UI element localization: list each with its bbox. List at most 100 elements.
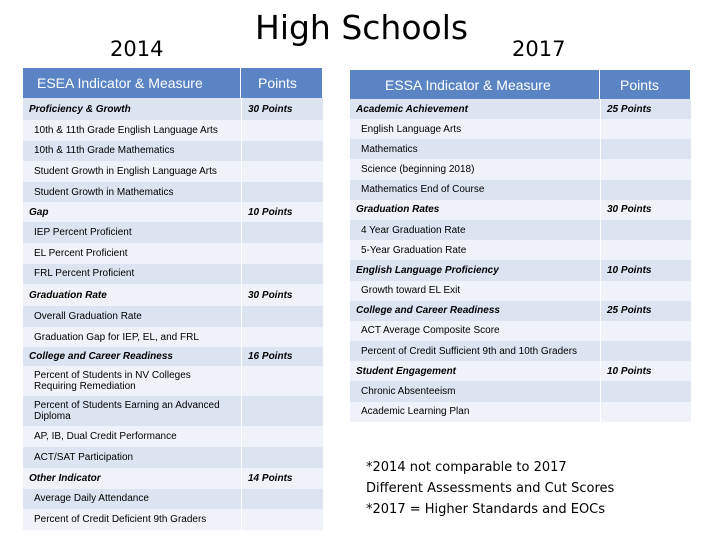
section-row: Gap 10 Points (23, 202, 323, 223)
measure-label: Percent of Students Earning an Advanced … (23, 396, 241, 427)
points-cell (241, 263, 323, 285)
table-row: 10th & 11th Grade English Language Arts (23, 120, 323, 141)
section-label: English Language Proficiency (350, 260, 600, 281)
measure-label: Percent of Credit Sufficient 9th and 10t… (350, 341, 600, 362)
table-row: Percent of Students in NV Colleges Requi… (23, 366, 323, 397)
points-cell (241, 446, 323, 468)
points-cell: 10 Points (600, 361, 691, 382)
note-line: *2014 not comparable to 2017 (366, 460, 567, 475)
measure-label: FRL Percent Proficient (23, 263, 241, 285)
points-cell (600, 320, 691, 342)
measure-label: 10th & 11th Grade English Language Arts (23, 120, 241, 141)
measure-label: ACT/SAT Participation (23, 446, 241, 468)
measure-label: Growth toward EL Exit (350, 280, 600, 301)
table-row: ACT Average Composite Score (350, 320, 691, 342)
points-cell: 14 Points (241, 467, 323, 489)
points-cell (600, 219, 691, 241)
points-cell (600, 119, 691, 140)
table-row: English Language Arts (350, 119, 691, 140)
section-label: Graduation Rates (350, 199, 600, 220)
measure-label: IEP Percent Proficient (23, 222, 241, 243)
points-cell (241, 222, 323, 243)
table-row: Mathematics (350, 139, 691, 160)
table-row: Overall Graduation Rate (23, 306, 323, 327)
table-row: Science (beginning 2018) (350, 159, 691, 180)
section-row: College and Career Readiness 25 Points (350, 300, 691, 321)
header-indicator-measure: ESSA Indicator & Measure (350, 70, 600, 99)
measure-label: ACT Average Composite Score (350, 320, 600, 342)
points-cell (241, 396, 323, 427)
points-cell (241, 161, 323, 182)
points-cell (600, 159, 691, 180)
points-cell (241, 140, 323, 162)
measure-label: AP, IB, Dual Credit Performance (23, 426, 241, 447)
note-line: *2017 = Higher Standards and EOCs (366, 502, 606, 517)
section-label: Proficiency & Growth (23, 98, 241, 120)
table-row: EL Percent Proficient (23, 242, 323, 264)
year-2014-label: 2014 (110, 37, 164, 61)
section-label: College and Career Readiness (23, 347, 241, 367)
header-indicator-measure: ESEA Indicator & Measure (23, 68, 241, 98)
table-row: ACT/SAT Participation (23, 446, 323, 468)
points-cell (241, 181, 323, 203)
table-row: AP, IB, Dual Credit Performance (23, 426, 323, 447)
section-label: Academic Achievement (350, 99, 600, 119)
points-cell: 30 Points (241, 98, 323, 120)
measure-label: 4 Year Graduation Rate (350, 219, 600, 241)
points-cell: 25 Points (600, 99, 691, 119)
measure-label: Mathematics End of Course (350, 179, 600, 200)
measure-label: Overall Graduation Rate (23, 306, 241, 327)
measure-label: 10th & 11th Grade Mathematics (23, 140, 241, 162)
measure-label: Student Growth in English Language Arts (23, 161, 241, 182)
table-row: Student Growth in English Language Arts (23, 161, 323, 182)
points-cell (241, 326, 323, 348)
header-points: Points (600, 70, 691, 99)
points-cell: 10 Points (600, 260, 691, 281)
points-cell (600, 280, 691, 301)
table-row: Percent of Credit Sufficient 9th and 10t… (350, 341, 691, 362)
table-row: Percent of Students Earning an Advanced … (23, 396, 323, 427)
section-label: Other Indicator (23, 467, 241, 489)
section-label: Student Engagement (350, 361, 600, 382)
esea-2014-table: ESEA Indicator & Measure Points Proficie… (23, 68, 323, 530)
table-row: Growth toward EL Exit (350, 280, 691, 301)
table-row: FRL Percent Proficient (23, 263, 323, 285)
points-cell (241, 509, 323, 530)
table-row: 10th & 11th Grade Mathematics (23, 140, 323, 162)
page-title: High Schools (255, 8, 469, 47)
points-cell: 16 Points (241, 347, 323, 367)
points-cell (241, 120, 323, 141)
points-cell (241, 242, 323, 264)
essa-2017-table: ESSA Indicator & Measure Points Academic… (350, 70, 691, 422)
section-row: Proficiency & Growth 30 Points (23, 98, 323, 120)
points-cell: 10 Points (241, 202, 323, 223)
section-row: English Language Proficiency 10 Points (350, 260, 691, 281)
measure-label: Science (beginning 2018) (350, 159, 600, 180)
section-label: Graduation Rate (23, 284, 241, 307)
measure-label: Average Daily Attendance (23, 488, 241, 510)
points-cell (241, 426, 323, 447)
table-row: Chronic Absenteeism (350, 381, 691, 402)
section-label: College and Career Readiness (350, 300, 600, 321)
table-row: Student Growth in Mathematics (23, 181, 323, 203)
points-cell (241, 306, 323, 327)
measure-label: Graduation Gap for IEP, EL, and FRL (23, 326, 241, 348)
section-label: Gap (23, 202, 241, 223)
measure-label: Mathematics (350, 139, 600, 160)
table-row: Percent of Credit Deficient 9th Graders (23, 509, 323, 530)
points-cell: 25 Points (600, 300, 691, 321)
table-row: Graduation Gap for IEP, EL, and FRL (23, 326, 323, 348)
points-cell (600, 401, 691, 422)
section-row: Student Engagement 10 Points (350, 361, 691, 382)
year-2017-label: 2017 (512, 37, 566, 61)
points-cell (600, 341, 691, 362)
measure-label: Chronic Absenteeism (350, 381, 600, 402)
points-cell (241, 366, 323, 397)
measure-label: 5-Year Graduation Rate (350, 240, 600, 261)
table-row: Mathematics End of Course (350, 179, 691, 200)
points-cell (600, 240, 691, 261)
note-line: Different Assessments and Cut Scores (366, 481, 615, 496)
points-cell: 30 Points (241, 284, 323, 307)
measure-label: EL Percent Proficient (23, 242, 241, 264)
section-row: Other Indicator 14 Points (23, 467, 323, 489)
